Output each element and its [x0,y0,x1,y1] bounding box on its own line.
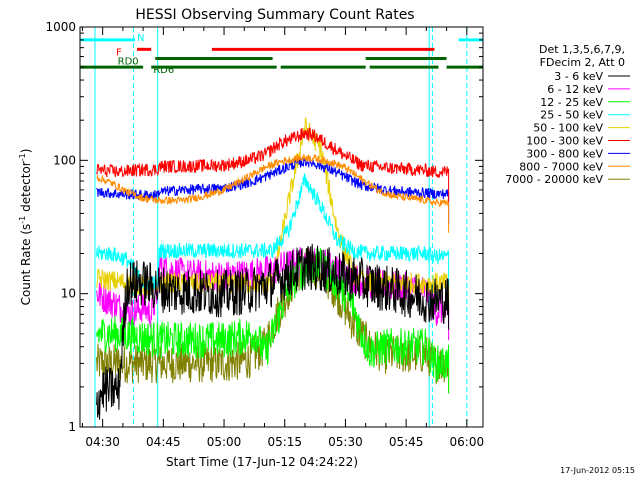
y-tick-label-1000: 1000 [45,20,76,34]
legend-label-0: 3 - 6 keV [554,70,603,83]
x-tick-label-0515: 05:15 [267,435,302,449]
footer-timestamp: 17-Jun-2012 05:15 [560,466,635,475]
flag-label-rd6: RD6 [153,65,174,76]
chart-title: HESSI Observing Summary Count Rates [135,7,414,23]
plot-frame [79,26,484,428]
legend-label-5: 100 - 300 keV [526,135,603,148]
legend-label-2: 12 - 25 keV [540,96,603,109]
legend: Det 1,3,5,6,7,9, FDecim 2, Att 0 3 - 6 k… [505,43,630,186]
x-tick-label-0600: 06:00 [450,435,485,449]
y-axis-label: Count Rate (s-1 detector-1) [18,149,33,306]
series-line-100-300keV [96,127,450,202]
legend-header-line-1: Det 1,3,5,6,7,9, [539,43,625,56]
y-tick-label-10: 10 [61,287,76,301]
flag-label-n: N [137,33,144,44]
y-label-superscript-1: -1 [18,216,27,224]
legend-label-3: 25 - 50 keV [540,109,603,122]
x-tick-label-0500: 05:00 [207,435,242,449]
series-line-3-6keV [96,243,450,420]
plot-clip-group [80,27,483,427]
x-tick-label-0545: 05:45 [389,435,424,449]
y-label-part-mid: detector [19,161,33,216]
x-tick-label-0445: 04:45 [146,435,181,449]
series-line-800-7000keV [96,153,450,233]
y-tick-label-1: 1 [68,420,76,434]
y-label-part-end: ) [19,149,33,154]
legend-label-6: 300 - 800 keV [526,147,603,160]
axes-layer: 04:30 04:45 05:00 05:15 05:30 05:45 06:00 1 10 10… [45,20,484,449]
x-axis-label: Start Time (17-Jun-12 04:24:22) [166,455,358,469]
flag-label-f: F [116,47,122,58]
legend-label-4: 50 - 100 keV [533,122,603,135]
y-tick-label-100: 100 [53,153,76,167]
legend-label-1: 6 - 12 keV [547,83,603,96]
flag-label-rd0: RD0 [118,57,139,68]
x-tick-label-0430: 04:30 [85,435,120,449]
y-label-superscript-2: -1 [18,153,27,161]
x-tick-label-0530: 05:30 [328,435,363,449]
series-line-7000-20000keV [96,248,450,394]
legend-label-7: 800 - 7000 keV [519,160,603,173]
legend-header-line-2: FDecim 2, Att 0 [540,56,625,69]
legend-label-8: 7000 - 20000 keV [505,173,603,186]
series-line-300-800keV [96,156,450,224]
series-line-12-25keV [96,247,450,394]
y-label-part-main: Count Rate (s [19,224,33,306]
